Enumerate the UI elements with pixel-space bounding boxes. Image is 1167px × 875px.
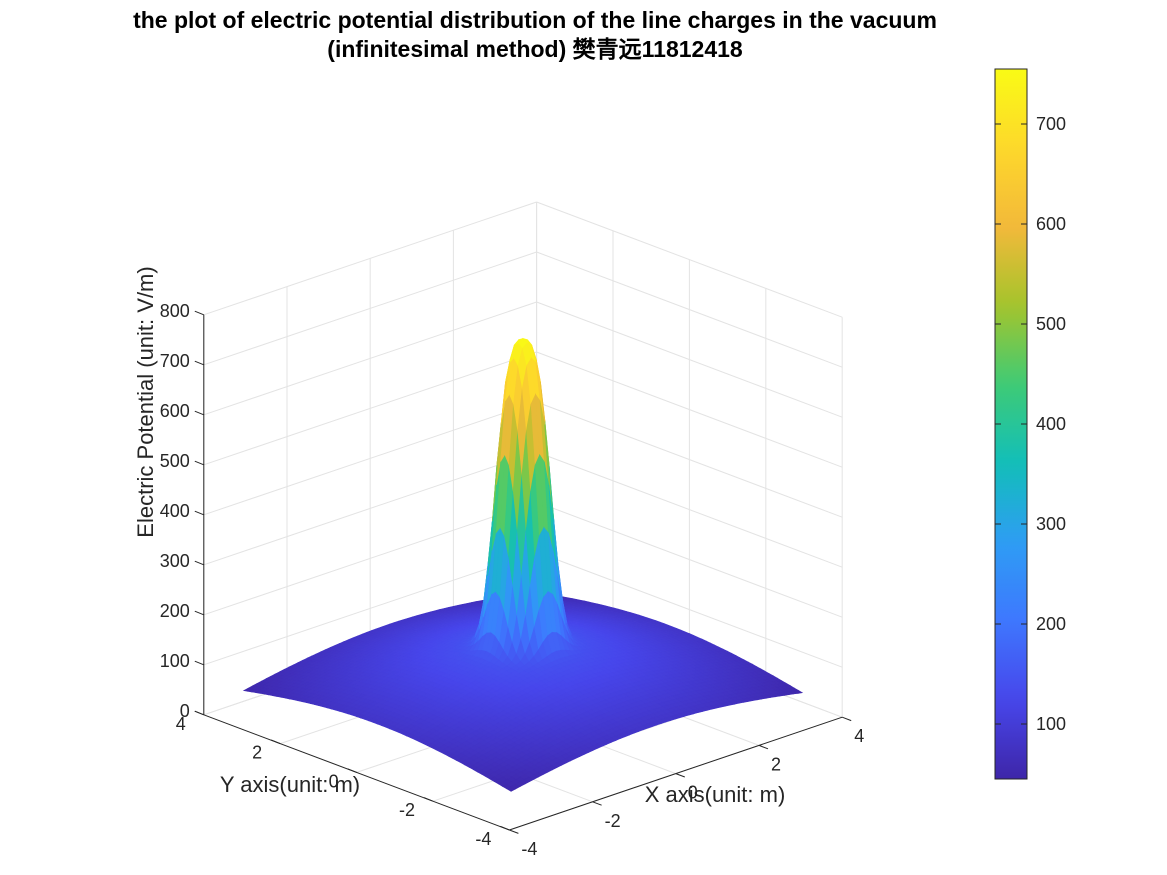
grid-line xyxy=(536,401,843,518)
colorbar-tick-label: 500 xyxy=(1036,314,1066,334)
z-tick-mark xyxy=(194,610,204,616)
x-axis-label: X axis(unit: m) xyxy=(645,782,786,807)
colorbar: 100 200 300 400 500 600 700 xyxy=(994,68,1066,780)
grid-line xyxy=(536,501,843,618)
y-tick-mark xyxy=(347,768,357,773)
chart-title-line-2: (infinitesimal method) 樊青远11812418 xyxy=(327,36,743,62)
x-tick-mark xyxy=(675,773,685,778)
z-tick-label: 600 xyxy=(160,401,190,421)
x-tick-label: -4 xyxy=(521,839,537,859)
grid-line xyxy=(536,251,843,368)
z-tick-mark xyxy=(194,360,204,366)
grid-line xyxy=(536,301,843,418)
x-tick-mark xyxy=(509,829,519,834)
y-tick-label: 0 xyxy=(329,771,339,791)
x-tick-mark xyxy=(592,801,602,806)
y-tick-label: -4 xyxy=(475,829,491,849)
z-tick-label: 200 xyxy=(160,601,190,621)
potential-surface xyxy=(242,337,804,792)
z-tick-mark xyxy=(194,710,204,716)
chart-title: the plot of electric potential distribut… xyxy=(0,6,1070,64)
z-tick-label: 700 xyxy=(160,351,190,371)
x-tick-mark xyxy=(758,744,769,750)
y-tick-label: -2 xyxy=(399,800,415,820)
z-tick-mark xyxy=(194,660,204,666)
x-tick-label: 2 xyxy=(771,754,781,774)
grid-line xyxy=(203,501,537,616)
colorbar-tick-label: 300 xyxy=(1036,514,1066,534)
grid-line xyxy=(203,201,537,316)
z-tick-label: 0 xyxy=(180,701,190,721)
grid-line xyxy=(203,251,537,366)
colorbar-tick-label: 700 xyxy=(1036,114,1066,134)
grid-line xyxy=(536,201,843,318)
z-tick-mark xyxy=(194,510,204,516)
grid-line xyxy=(536,551,843,668)
grid-line xyxy=(203,451,537,566)
colorbar-tick-label: 400 xyxy=(1036,414,1066,434)
z-tick-label: 300 xyxy=(160,551,190,571)
grid-line xyxy=(203,351,537,466)
grid-line xyxy=(203,401,537,516)
x-tick-label: -2 xyxy=(605,811,621,831)
y-tick-mark xyxy=(423,797,434,802)
z-axis-label: Electric Potential (unit: V/m) xyxy=(133,266,158,537)
z-tick-mark xyxy=(194,460,204,466)
z-tick-mark xyxy=(194,310,204,316)
y-axis-label: Y axis(unit: m) xyxy=(220,772,360,797)
z-tick-label: 400 xyxy=(160,501,190,521)
z-tick-mark xyxy=(194,410,204,416)
grid-line xyxy=(203,551,537,666)
z-tick-label: 800 xyxy=(160,301,190,321)
y-tick-label: 4 xyxy=(176,714,186,734)
x-tick-label: 4 xyxy=(854,726,864,746)
z-tick-mark xyxy=(194,560,204,566)
y-tick-mark xyxy=(500,825,510,831)
y-tick-mark xyxy=(271,739,281,745)
grid-line xyxy=(536,351,843,468)
y-tick-label: 2 xyxy=(252,743,262,763)
colorbar-tick-label: 100 xyxy=(1036,714,1066,734)
chart-title-line-1: the plot of electric potential distribut… xyxy=(133,7,937,33)
colorbar-tick-label: 600 xyxy=(1036,214,1066,234)
colorbar-tick-label: 200 xyxy=(1036,614,1066,634)
x-tick-mark xyxy=(842,716,852,722)
grid-line xyxy=(536,451,843,568)
axes-frame xyxy=(194,310,852,834)
surface-patch xyxy=(792,689,804,694)
x-tick-label: 0 xyxy=(688,783,698,803)
grid-line xyxy=(203,301,537,416)
z-tick-label: 500 xyxy=(160,451,190,471)
z-tick-label: 100 xyxy=(160,651,190,671)
